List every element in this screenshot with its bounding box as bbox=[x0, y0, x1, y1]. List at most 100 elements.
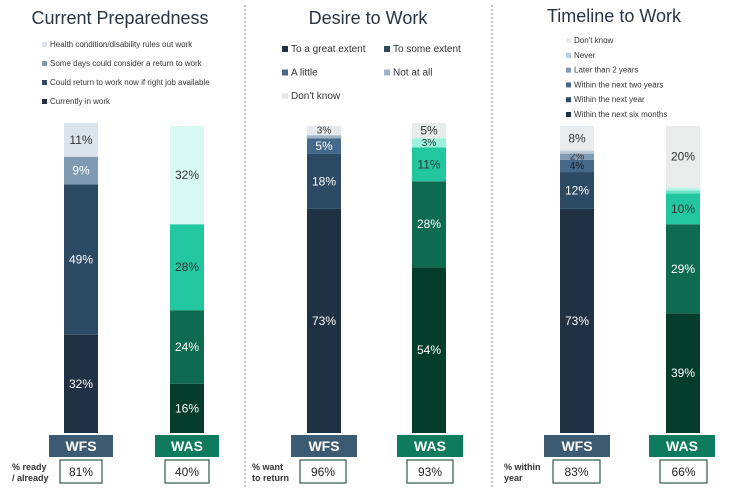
category-label: WAS bbox=[414, 438, 446, 454]
category-label-box bbox=[649, 435, 715, 457]
category-label-box bbox=[155, 435, 219, 457]
summary-value: 81% bbox=[69, 465, 93, 479]
data-label: 11% bbox=[69, 133, 92, 147]
category-label: WAS bbox=[666, 438, 698, 454]
legend-entry: Later than 2 years bbox=[574, 66, 638, 75]
data-label: 2% bbox=[570, 152, 585, 163]
chart-title: Timeline to Work bbox=[547, 6, 682, 26]
data-label: 28% bbox=[417, 217, 441, 231]
summary-label: % ready bbox=[12, 462, 47, 472]
legend-swatch bbox=[566, 97, 571, 103]
chart-title: Desire to Work bbox=[309, 8, 429, 28]
summary-value: 66% bbox=[671, 465, 695, 479]
legend-swatch bbox=[282, 93, 288, 99]
bar-segment bbox=[412, 138, 446, 148]
legend-swatch bbox=[42, 42, 47, 47]
bar-segment bbox=[560, 150, 594, 154]
bar-segment bbox=[307, 135, 341, 139]
data-label: 73% bbox=[312, 314, 336, 328]
category-label: WFS bbox=[308, 438, 339, 454]
legend-entry: Not at all bbox=[393, 68, 432, 79]
legend-entry: Within the next two years bbox=[574, 80, 663, 89]
summary-label: % want bbox=[252, 462, 283, 472]
bar-segment bbox=[170, 224, 204, 311]
data-label: 24% bbox=[175, 340, 199, 354]
chart-title: Current Preparedness bbox=[31, 8, 208, 28]
bar-segment bbox=[307, 126, 341, 136]
legend-swatch bbox=[566, 38, 571, 43]
legend-entry: Never bbox=[574, 51, 596, 60]
legend-entry: Within the next six months bbox=[574, 110, 667, 119]
summary-label: / already bbox=[12, 473, 49, 483]
bar-segment bbox=[64, 122, 98, 157]
summary-value: 40% bbox=[175, 465, 199, 479]
legend-entry: Health condition/disability rules out wo… bbox=[50, 40, 193, 49]
bar-segment bbox=[307, 208, 341, 433]
bar-segment bbox=[666, 190, 700, 194]
data-label: 4% bbox=[570, 161, 585, 172]
data-label: 3% bbox=[317, 126, 332, 137]
category-label: WFS bbox=[561, 438, 592, 454]
legend-swatch bbox=[282, 69, 288, 76]
legend-swatch bbox=[566, 52, 571, 58]
category-label: WFS bbox=[65, 438, 96, 454]
bar-segment bbox=[64, 184, 98, 335]
bar-segment bbox=[560, 208, 594, 433]
data-label: 32% bbox=[69, 377, 93, 391]
summary-value: 93% bbox=[418, 465, 442, 479]
summary-value-box bbox=[299, 459, 347, 484]
data-label: 10% bbox=[671, 202, 695, 216]
bar-segment bbox=[666, 193, 700, 225]
data-label: 12% bbox=[565, 183, 589, 197]
chart-panel: Desire to Work To a great extent To some e… bbox=[252, 8, 463, 484]
data-label: 20% bbox=[671, 150, 695, 164]
summary-value-box bbox=[552, 459, 601, 484]
bar-segment bbox=[412, 267, 446, 433]
legend-entry: To a great extent bbox=[291, 44, 366, 55]
legend-swatch bbox=[384, 69, 390, 76]
bar-segment bbox=[307, 153, 341, 209]
summary-value: 83% bbox=[564, 465, 588, 479]
category-label-box bbox=[397, 435, 463, 457]
legend-entry: A little bbox=[291, 68, 318, 79]
bar-segment bbox=[307, 138, 341, 154]
bar-segment bbox=[170, 310, 204, 384]
data-label: 8% bbox=[568, 131, 586, 145]
data-label: 16% bbox=[175, 401, 199, 415]
summary-label: % within bbox=[504, 462, 541, 472]
data-label: 5% bbox=[420, 124, 438, 138]
legend-swatch bbox=[566, 67, 571, 73]
legend-swatch bbox=[566, 112, 571, 117]
bar-segment bbox=[170, 383, 204, 433]
bar-segment bbox=[666, 187, 700, 191]
data-label: 11% bbox=[417, 157, 440, 171]
bar-segment bbox=[412, 147, 446, 182]
summary-value-box bbox=[59, 459, 103, 484]
category-label-box bbox=[544, 435, 610, 457]
bar-segment bbox=[560, 126, 594, 151]
summary-value-box bbox=[164, 459, 210, 484]
legend-entry: Don't know bbox=[291, 91, 341, 102]
bar-segment bbox=[666, 313, 700, 433]
data-label: 49% bbox=[69, 253, 93, 267]
bar-segment bbox=[170, 126, 204, 225]
legend-entry: To some extent bbox=[393, 44, 461, 55]
data-label: 9% bbox=[72, 164, 90, 178]
data-label: 18% bbox=[312, 174, 336, 188]
category-label-box bbox=[49, 435, 113, 457]
category-label-box bbox=[291, 435, 357, 457]
data-label: 39% bbox=[671, 366, 695, 380]
legend-entry: Could return to work now if right job av… bbox=[50, 78, 210, 87]
summary-value-box bbox=[659, 459, 708, 484]
bar-segment bbox=[560, 153, 594, 160]
data-label: 32% bbox=[175, 168, 199, 182]
data-label: 3% bbox=[422, 138, 437, 149]
legend-swatch bbox=[42, 80, 47, 85]
legend-entry: Within the next year bbox=[574, 95, 645, 104]
data-label: 54% bbox=[417, 343, 441, 357]
chart-panel: Current Preparedness Health condition/dis… bbox=[12, 8, 219, 484]
bar-segment bbox=[560, 172, 594, 209]
summary-label: year bbox=[504, 473, 523, 483]
bar-segment bbox=[412, 181, 446, 268]
